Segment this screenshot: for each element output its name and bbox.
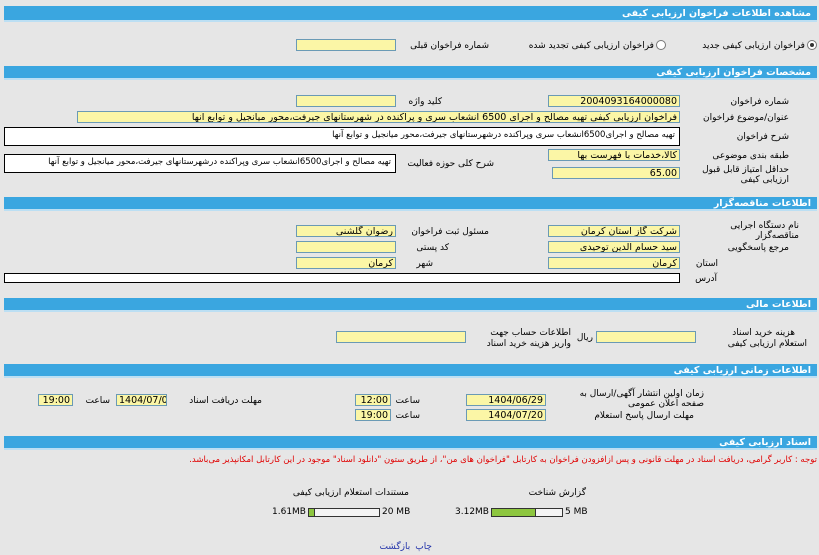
scope-field[interactable]: تهیه مصالح و اجرای6500انشعاب سری وپراکند… <box>4 154 396 173</box>
footer-links: چاپ بازگشت <box>379 542 432 552</box>
account-label-2: واریز هزینه خرید اسناد <box>486 339 571 349</box>
province-field[interactable]: کرمان <box>548 257 680 269</box>
org-name-label: نام دستگاه اجرایی مناقصه‌گزار <box>730 221 799 241</box>
doc-progress-fill <box>308 508 315 516</box>
doc-progress-fill <box>491 508 536 516</box>
account-label-1: اطلاعات حساب جهت <box>490 328 571 338</box>
doc-max-inquiry: 20 MB <box>381 507 411 517</box>
radio-new[interactable] <box>807 40 817 50</box>
org-name-field[interactable]: شرکت گاز استان کرمان <box>548 225 680 237</box>
keyword-label: کلید واژه <box>408 97 442 107</box>
prev-number-label: شماره فراخوان قبلی <box>410 41 489 51</box>
back-link[interactable]: بازگشت <box>379 542 411 552</box>
min-score-label: حداقل امتیاز قابل قبول ارزیابی کیفی <box>702 165 789 185</box>
section-spec: مشخصات فراخوان ارزیابی کیفی <box>4 66 817 80</box>
doc-label-report: گزارش شناخت <box>528 488 586 498</box>
doc-inquiry: 1.61MB 20 MB <box>272 507 410 517</box>
section-finance: اطلاعات مالی <box>4 298 817 312</box>
radio-renewed-label: فراخوان ارزیابی کیفی تجدید شده <box>528 41 654 51</box>
radio-new-label: فراخوان ارزیابی کیفی جدید <box>702 41 805 51</box>
doc-progress-report <box>490 507 563 517</box>
publish-time-field[interactable]: 12:00 <box>355 394 391 406</box>
subject-field[interactable]: فراخوان ارزیابی کیفی تهیه مصالح و اجرای … <box>77 111 680 123</box>
prev-number-field[interactable] <box>296 39 396 51</box>
desc-field[interactable]: تهیه مصالح و اجرای6500انشعاب سری وپراکند… <box>4 127 680 146</box>
city-label: شهر <box>416 259 433 269</box>
min-score-field[interactable]: 65.00 <box>552 167 680 179</box>
doc-deadline-time-label: ساعت <box>85 396 111 406</box>
address-field[interactable] <box>4 273 680 283</box>
doc-deadline-time-field[interactable]: 19:00 <box>38 394 73 406</box>
scope-label: شرح کلی حوزه فعالیت <box>407 159 494 169</box>
reply-date-field[interactable]: 1404/07/20 <box>466 409 546 421</box>
address-label: آدرس <box>695 274 717 284</box>
fee-label-1: هزینه خرید اسناد <box>732 328 795 338</box>
city-field[interactable]: کرمان <box>296 257 396 269</box>
doc-deadline-label: مهلت دریافت اسناد <box>189 396 262 406</box>
contact-label: مرجع پاسخگویی <box>727 243 789 253</box>
keyword-field[interactable] <box>296 95 396 107</box>
page-header: مشاهده اطلاعات فراخوان ارزیابی کیفی <box>4 6 817 22</box>
doc-max-report: 5 MB <box>564 507 588 517</box>
number-field[interactable]: 2004093164000080 <box>548 95 680 107</box>
account-field[interactable] <box>336 331 466 343</box>
reply-label: مهلت ارسال پاسخ استعلام <box>594 411 694 421</box>
category-field[interactable]: کالا،خدمات با فهرست بها <box>548 149 680 161</box>
registrar-field[interactable]: رضوان گلشنی <box>296 225 396 237</box>
doc-progress-inquiry <box>307 507 380 517</box>
radio-renewed[interactable] <box>656 40 666 50</box>
postal-field[interactable] <box>296 241 396 253</box>
publish-date-field[interactable]: 1404/06/29 <box>466 394 546 406</box>
section-docs: اسناد ارزیابی کیفی <box>4 436 817 450</box>
docs-notice: توجه : کاربر گرامی، دریافت اسناد در مهلت… <box>189 455 817 465</box>
doc-used-inquiry: 1.61MB <box>272 507 306 517</box>
fee-field[interactable] <box>596 331 696 343</box>
doc-used-report: 3.12MB <box>455 507 489 517</box>
number-label: شماره فراخوان <box>730 97 790 107</box>
postal-label: کد پستی <box>416 243 449 253</box>
fee-label-2: استعلام ارزیابی کیفی <box>727 339 807 349</box>
doc-deadline-date-field[interactable]: 1404/07/06 <box>116 394 167 406</box>
reply-time-label: ساعت <box>395 411 421 421</box>
reply-time-field[interactable]: 19:00 <box>355 409 391 421</box>
print-link[interactable]: چاپ <box>415 542 432 552</box>
category-label: طبقه بندی موضوعی <box>712 151 789 161</box>
publish-label: زمان اولین انتشار آگهی/ارسال به صفحه اعل… <box>579 389 704 409</box>
subject-label: عنوان/موضوع فراخوان <box>703 113 789 123</box>
currency-label: ریال <box>576 333 593 343</box>
province-label: استان <box>695 259 718 269</box>
contact-field[interactable]: سید حسام الدین توحیدی <box>548 241 680 253</box>
publish-time-label: ساعت <box>395 396 421 406</box>
section-org: اطلاعات مناقصه‌گزار <box>4 197 817 211</box>
desc-label: شرح فراخوان <box>736 132 789 142</box>
doc-label-inquiry: مستندات استعلام ارزیابی کیفی <box>292 488 409 498</box>
doc-report: 3.12MB 5 MB <box>455 507 588 517</box>
registrar-label: مسئول ثبت فراخوان <box>411 227 489 237</box>
section-timing: اطلاعات زمانی ارزیابی کیفی <box>4 364 817 378</box>
